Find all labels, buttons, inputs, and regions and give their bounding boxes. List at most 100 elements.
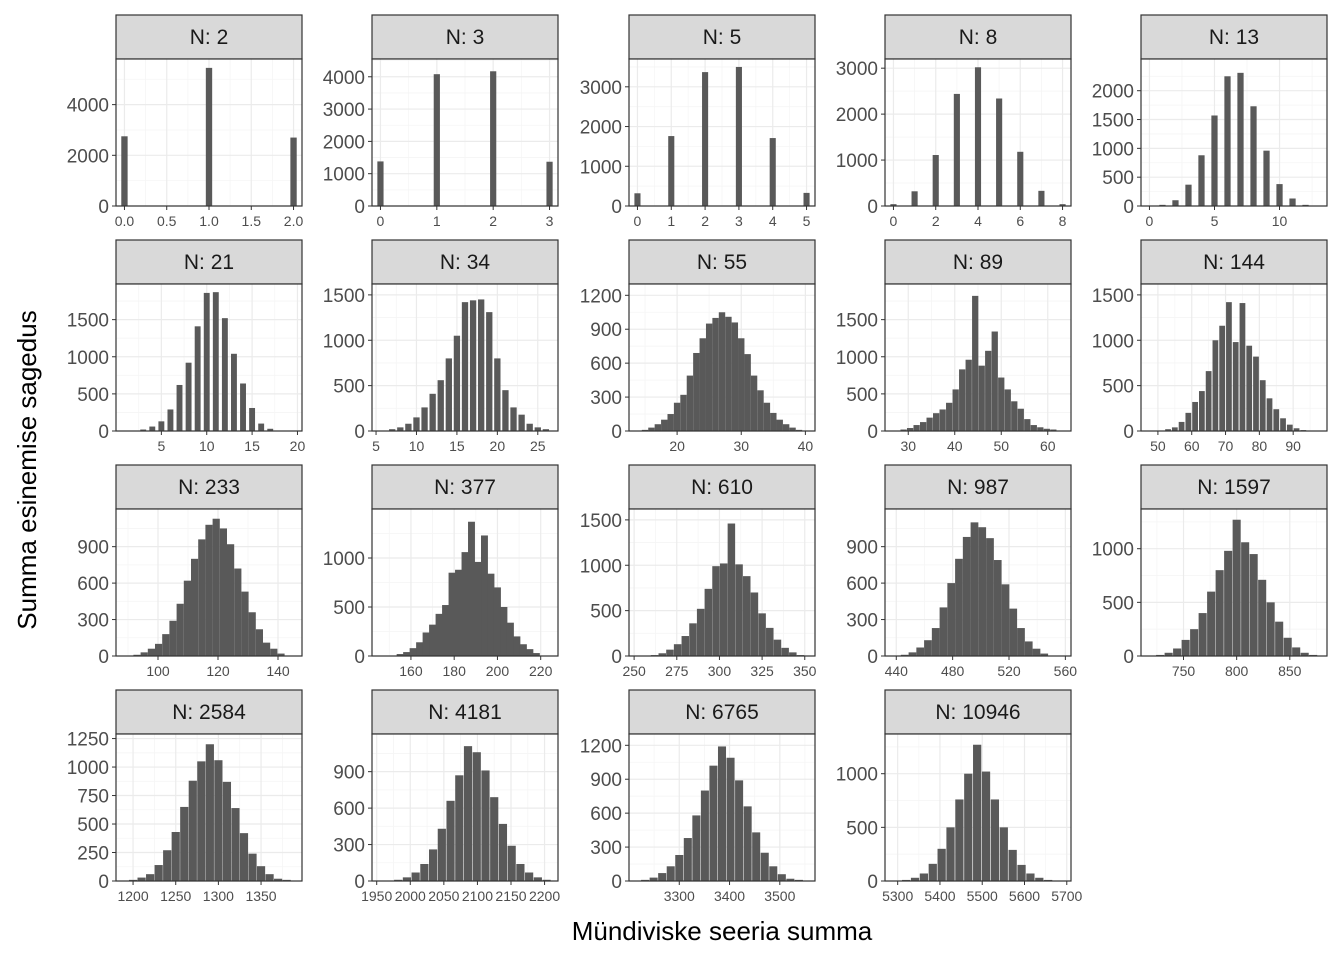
histogram-bar (1215, 570, 1224, 656)
x-tick-label: 1950 (361, 888, 392, 904)
histogram-bar (1224, 76, 1231, 206)
y-tick-label: 0 (611, 197, 622, 218)
histogram-bar (782, 424, 790, 431)
histogram-bar (1205, 371, 1212, 431)
x-tick-label: 2100 (462, 888, 493, 904)
histogram-bar (403, 652, 411, 656)
histogram-bar (939, 607, 948, 656)
histogram-bar (758, 613, 766, 656)
histogram-bar (197, 761, 206, 881)
y-tick-label: 0 (867, 422, 878, 443)
histogram-bar (149, 426, 156, 431)
y-tick-label: 300 (590, 388, 622, 409)
x-tick-label: 120 (206, 663, 230, 679)
y-tick-label: 500 (846, 385, 878, 406)
histogram-bar (750, 375, 758, 431)
facet-strip (1140, 14, 1328, 60)
histogram-bar (121, 136, 128, 206)
histogram-bar (446, 800, 455, 881)
histogram-bar (256, 866, 266, 881)
y-tick-label: 300 (77, 611, 109, 632)
histogram-bar (227, 544, 235, 656)
histogram-bar (469, 300, 477, 431)
histogram-bar (1030, 425, 1037, 431)
x-tick-label: 0 (890, 213, 898, 229)
histogram-bar (267, 428, 274, 431)
x-tick-label: 220 (529, 663, 553, 679)
facet-strip (371, 14, 559, 60)
y-tick-label: 0 (867, 872, 878, 893)
histogram-bar (964, 773, 973, 881)
y-tick-label: 300 (333, 836, 365, 857)
x-tick-label: 20 (490, 438, 506, 454)
histogram-bar (952, 389, 959, 431)
y-tick-label: 2000 (580, 118, 622, 139)
y-tick-label: 500 (333, 598, 365, 619)
facet-panel: N: 34 0 500 1000 1500 5 10 15 20 25 (323, 239, 559, 454)
x-tick-label: 1.5 (242, 213, 262, 229)
histogram-bar (445, 358, 452, 431)
x-tick-label: 2 (701, 213, 709, 229)
x-tick-label: 350 (793, 663, 817, 679)
y-tick-label: 4000 (67, 96, 109, 117)
histogram-bar (769, 866, 778, 881)
histogram-bar (717, 746, 727, 881)
x-tick-label: 4 (974, 213, 982, 229)
x-tick-label: 5 (372, 438, 380, 454)
histogram-bar (1198, 155, 1205, 206)
histogram-bar (205, 524, 213, 656)
histogram-bar (502, 390, 509, 431)
histogram-bar (394, 879, 403, 881)
histogram-bar (1017, 864, 1026, 881)
histogram-bar (789, 652, 797, 656)
histogram-bar (973, 744, 982, 881)
x-tick-label: 5 (157, 438, 165, 454)
panel-border (628, 733, 816, 882)
histogram-bar (1173, 648, 1182, 656)
x-tick-label: 30 (733, 438, 749, 454)
histogram-bar (413, 417, 420, 431)
facet-strip-label: N: 144 (1203, 251, 1265, 274)
histogram-bar (241, 591, 249, 656)
x-tick-label: 275 (665, 663, 689, 679)
histogram-bar (668, 136, 675, 206)
histogram-bar (744, 354, 751, 431)
histogram-bar (1185, 184, 1192, 206)
histogram-bar (176, 384, 183, 431)
y-tick-label: 1000 (67, 758, 109, 779)
x-tick-label: 5700 (1051, 888, 1082, 904)
x-tick-label: 140 (266, 663, 290, 679)
histogram-bar (955, 799, 964, 881)
histogram-bar (494, 358, 501, 431)
x-tick-label: 40 (947, 438, 963, 454)
panel-border (628, 58, 816, 207)
histogram-bar (533, 877, 542, 881)
y-tick-label: 0 (611, 647, 622, 668)
histogram-bar (435, 613, 443, 656)
histogram-bar (666, 649, 674, 656)
x-tick-label: 3 (546, 213, 554, 229)
histogram-bar (1172, 200, 1179, 206)
histogram-bar (1207, 591, 1216, 656)
histogram-bar (931, 628, 940, 656)
histogram-bar (993, 560, 1002, 656)
histogram-bar (396, 654, 404, 656)
histogram-bar (1212, 340, 1219, 431)
histogram-bar (654, 424, 662, 431)
histogram-bar (1266, 398, 1273, 431)
histogram-bar (726, 757, 735, 881)
histogram-bar (634, 193, 641, 206)
x-tick-label: 1 (433, 213, 441, 229)
histogram-bar (140, 652, 148, 656)
y-tick-label: 300 (846, 611, 878, 632)
histogram-bar (978, 365, 985, 431)
y-tick-label: 900 (846, 538, 878, 559)
x-tick-label: 10 (199, 438, 215, 454)
histogram-bar (526, 649, 534, 656)
histogram-bar (705, 323, 713, 431)
histogram-bar (1266, 602, 1275, 656)
histogram-bar (234, 568, 242, 656)
histogram-bar (231, 808, 240, 881)
histogram-bar (933, 413, 940, 431)
histogram-bar (222, 781, 232, 881)
